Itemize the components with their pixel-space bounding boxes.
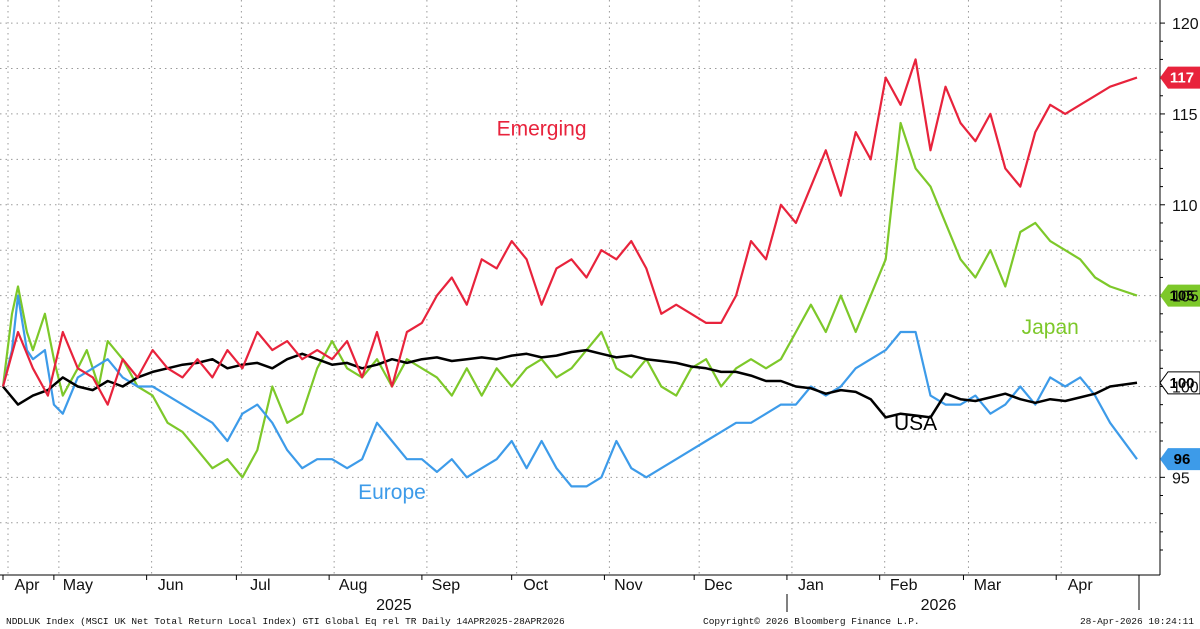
series-line-japan bbox=[1, 121, 1138, 479]
y-tick-label: 115 bbox=[1172, 107, 1198, 124]
series-line-europe bbox=[1, 294, 1138, 488]
badge-label-emerging: 117 bbox=[1170, 70, 1194, 87]
x-tick-label: Apr bbox=[1068, 577, 1094, 594]
series-labels: Emerging Japan USA Europe bbox=[358, 118, 1079, 504]
series-line-usa bbox=[2, 348, 1138, 419]
y-tick-label: 110 bbox=[1172, 198, 1198, 215]
series-label-usa: USA bbox=[894, 412, 937, 435]
badge-usa bbox=[1159, 371, 1200, 395]
x-tick-label: Sep bbox=[432, 577, 461, 594]
gridlines bbox=[0, 0, 1160, 575]
x-tick-label: Aug bbox=[339, 577, 367, 594]
x-tick-label: Oct bbox=[523, 577, 548, 594]
axes bbox=[0, 0, 1165, 612]
footer-copyright: Copyright© 2026 Bloomberg Finance L.P. bbox=[703, 616, 920, 627]
series-line-emerging bbox=[1, 58, 1138, 406]
x-tick-label: Jan bbox=[798, 577, 824, 594]
last-value-badges: 117 105 100 96 bbox=[1159, 66, 1200, 471]
footer-timestamp: 28-Apr-2026 10:24:11 bbox=[1080, 616, 1194, 627]
year-label: 2026 bbox=[921, 597, 957, 614]
series-label-emerging: Emerging bbox=[497, 118, 587, 141]
y-tick-label: 95 bbox=[1172, 470, 1190, 487]
badge-europe bbox=[1160, 448, 1200, 471]
x-tick-label: Jul bbox=[250, 577, 270, 594]
series-label-europe: Europe bbox=[358, 481, 426, 504]
x-tick-label: May bbox=[63, 577, 93, 594]
x-tick-label: Nov bbox=[614, 577, 642, 594]
x-tick-label: Feb bbox=[890, 577, 918, 594]
badge-emerging bbox=[1160, 66, 1200, 89]
y-tick-label: 105 bbox=[1172, 289, 1199, 306]
footer-source: NDDLUK Index (MSCI UK Net Total Return L… bbox=[6, 616, 565, 627]
y-tick-label: 100 bbox=[1172, 379, 1199, 396]
tick-labels: 95 100 105 110 115 120 Apr May Jun Jul Aug Sep Oct No… bbox=[15, 16, 1199, 614]
badge-label-japan: 105 bbox=[1169, 288, 1194, 305]
badge-japan bbox=[1160, 284, 1200, 307]
series-group bbox=[1, 58, 1138, 488]
badge-label-usa: 100 bbox=[1169, 375, 1194, 392]
x-tick-label: Dec bbox=[704, 577, 732, 594]
x-tick-label: Apr bbox=[15, 577, 41, 594]
footer: NDDLUK Index (MSCI UK Net Total Return L… bbox=[6, 616, 1194, 627]
series-label-japan: Japan bbox=[1022, 316, 1079, 339]
y-tick-label: 120 bbox=[1172, 16, 1199, 33]
x-tick-label: Mar bbox=[974, 577, 1002, 594]
year-label: 2025 bbox=[376, 597, 412, 614]
x-tick-label: Jun bbox=[158, 577, 184, 594]
badge-label-europe: 96 bbox=[1174, 451, 1191, 468]
